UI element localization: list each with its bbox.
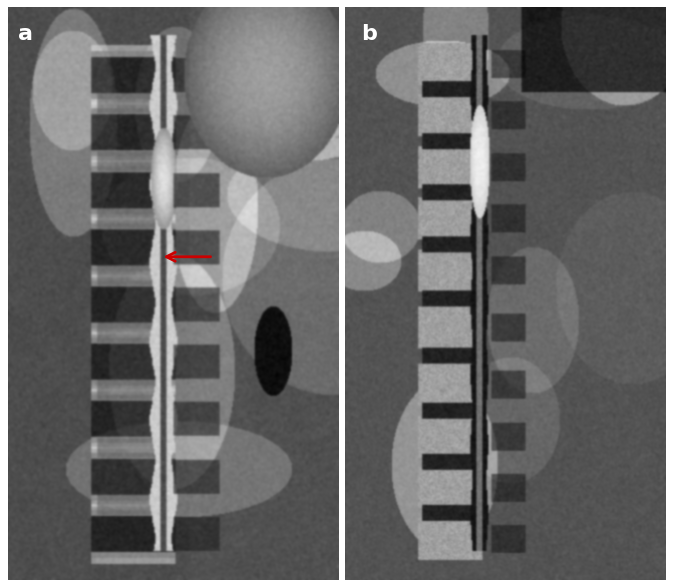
Text: b: b	[361, 24, 377, 44]
Text: a: a	[18, 24, 33, 44]
